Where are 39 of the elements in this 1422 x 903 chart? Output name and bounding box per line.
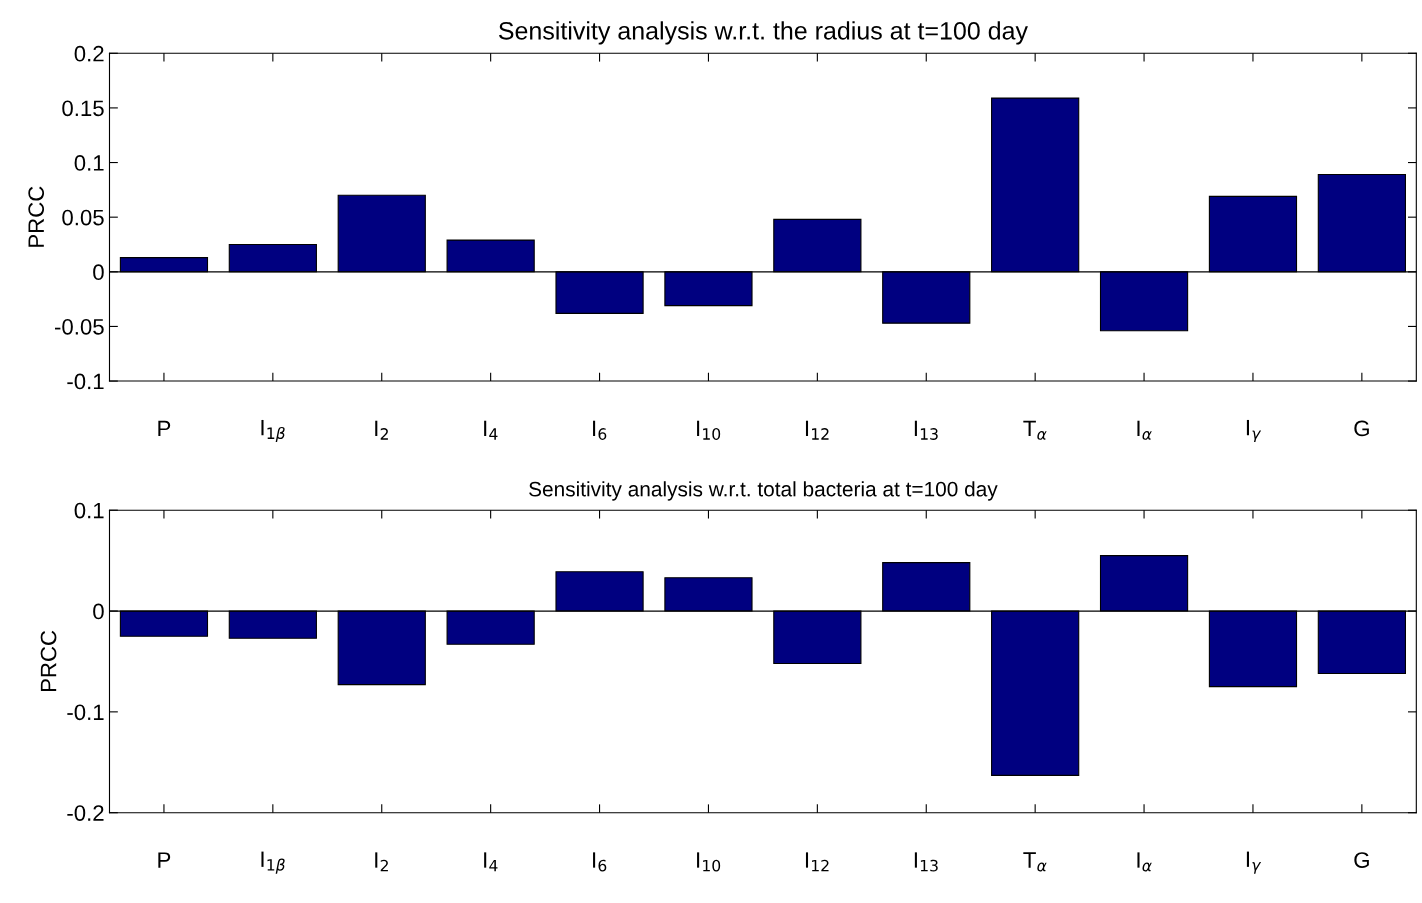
x-tick-label: T$_{α}$ <box>1023 852 1047 872</box>
x-tick-label: G <box>1354 420 1369 437</box>
x-tick-label: I$_{1β}$ <box>261 419 285 443</box>
x-tick-label: I$_{γ}$ <box>1246 419 1262 443</box>
x-tick-label: I$_{2}$ <box>375 852 388 872</box>
x-tick-label: I$_{γ}$ <box>1246 851 1262 874</box>
x-tick-label: I$_{13}$ <box>914 852 938 872</box>
x-tick-label: I$_{α}$ <box>1137 852 1152 872</box>
x-tick-label: I$_{10}$ <box>697 852 721 872</box>
y-axis-title: PRCC <box>40 630 57 692</box>
x-tick-label: I$_{12}$ <box>805 420 829 440</box>
y-tick-label: 0.2 <box>74 45 104 62</box>
chart-title: Sensitivity analysis w.r.t. the radius at t=100 day <box>498 21 1028 45</box>
y-tick-label: 0.1 <box>74 502 104 519</box>
x-tick-label: I$_{13}$ <box>914 420 938 440</box>
y-tick-label: 0.1 <box>74 155 104 171</box>
x-tick-label: I$_{1β}$ <box>261 851 285 874</box>
y-tick-label: 0.05 <box>62 209 104 226</box>
x-tick-label: I$_{4}$ <box>484 420 498 440</box>
x-tick-label: P <box>158 420 171 437</box>
y-tick-label: -0.1 <box>67 373 104 390</box>
y-tick-label: 0.15 <box>62 100 104 117</box>
y-tick-label: -0.2 <box>67 805 104 821</box>
y-tick-label: 0 <box>93 603 104 620</box>
x-tick-label: T$_{α}$ <box>1023 420 1047 440</box>
x-tick-label: I$_{12}$ <box>805 852 829 872</box>
chart-title: Sensitivity analysis w.r.t. total bacteria at t=100 day <box>529 481 998 501</box>
x-tick-label: I$_{4}$ <box>484 852 498 872</box>
x-tick-label: I$_{2}$ <box>375 420 388 440</box>
y-tick-label: 0 <box>93 264 104 281</box>
x-tick-label: I$_{10}$ <box>697 420 721 440</box>
x-tick-label: P <box>158 852 171 868</box>
x-tick-label: I$_{6}$ <box>593 852 607 872</box>
y-axis-title: PRCC <box>28 186 45 247</box>
y-tick-label: -0.1 <box>67 704 104 721</box>
x-tick-label: I$_{α}$ <box>1137 420 1152 440</box>
x-tick-label: I$_{6}$ <box>593 420 607 440</box>
x-tick-label: G <box>1354 852 1369 868</box>
y-tick-label: -0.05 <box>54 318 104 335</box>
